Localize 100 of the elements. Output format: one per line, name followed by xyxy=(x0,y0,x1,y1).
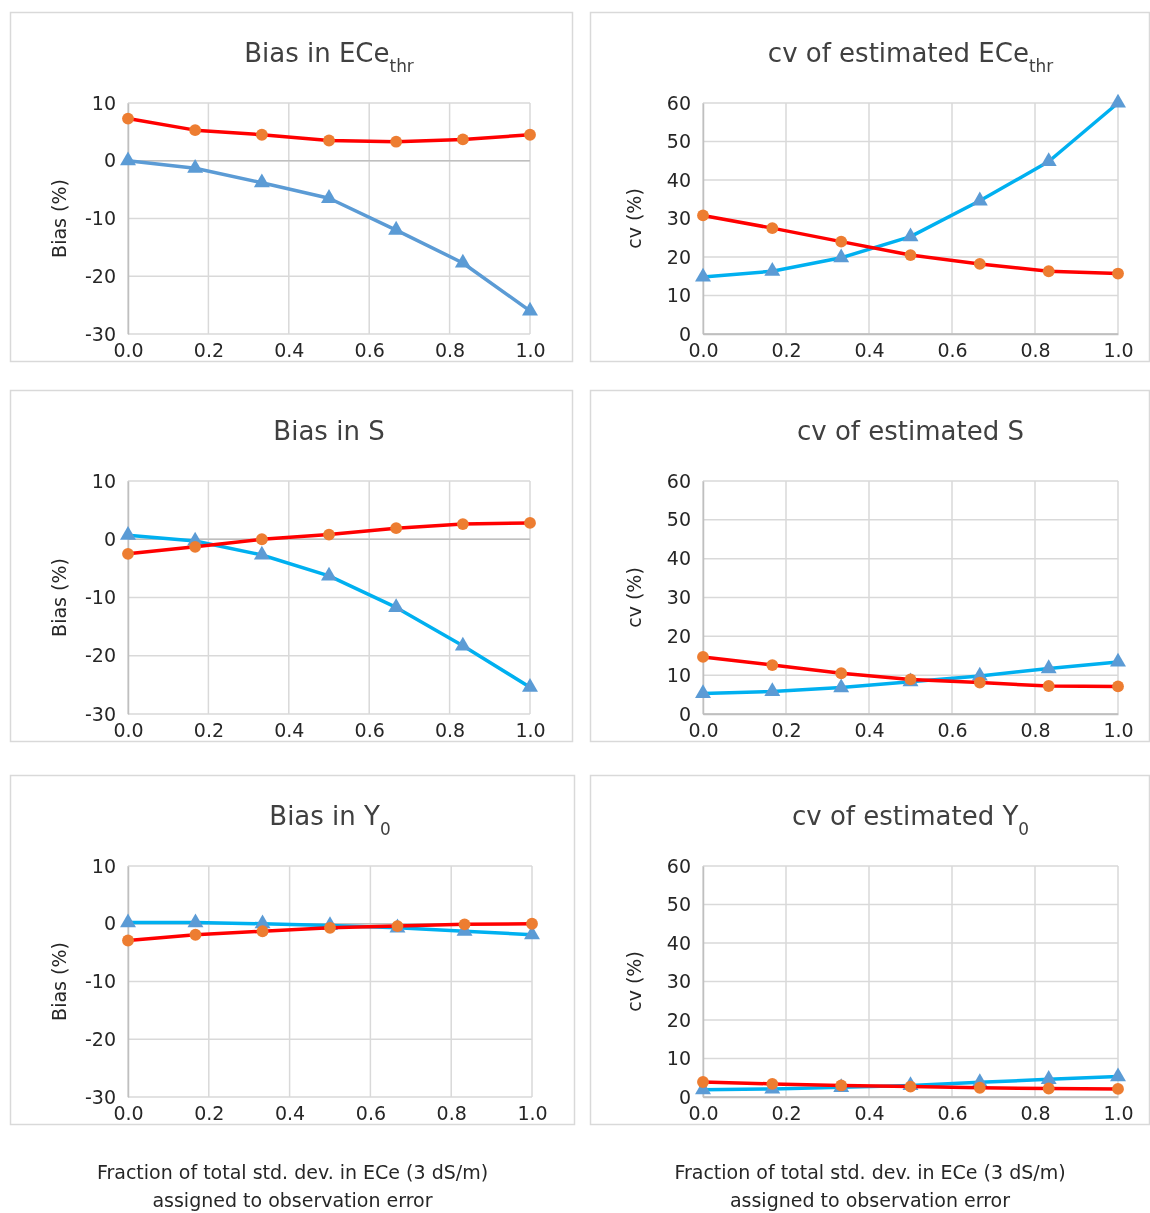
y-tick-label: 10 xyxy=(666,1047,691,1070)
y-axis-title: Bias (%) xyxy=(48,179,70,258)
point xyxy=(1042,265,1055,278)
y-tick-label: 10 xyxy=(91,91,116,114)
x-tick-label: 0.6 xyxy=(354,719,385,742)
point xyxy=(971,191,988,206)
point xyxy=(321,566,337,581)
y-tick-label: -10 xyxy=(84,586,116,609)
point xyxy=(388,220,405,235)
point xyxy=(904,249,917,261)
point xyxy=(1112,267,1124,280)
point xyxy=(902,227,919,242)
x-axis-title: Fraction of total std. dev. in ECe (3 dS/m) assigned to observation error xyxy=(674,1161,1066,1211)
point xyxy=(253,545,270,560)
point xyxy=(323,134,335,147)
y-tick-label: 0 xyxy=(103,149,116,172)
x-tick-label: 1.0 xyxy=(1103,339,1134,362)
point xyxy=(253,173,270,188)
y-tick-label: 20 xyxy=(666,1008,691,1031)
x-tick-label: 0.2 xyxy=(771,339,802,362)
y-tick-label: 0 xyxy=(678,702,691,725)
x-tick-label: 0.2 xyxy=(193,339,225,362)
point xyxy=(766,222,779,235)
point xyxy=(187,159,204,173)
x-tick-label: 0.2 xyxy=(193,719,225,742)
point xyxy=(189,124,202,137)
point xyxy=(255,533,268,546)
chart-title: Bias in ECe$_{thr}$ xyxy=(244,38,414,76)
y-tick-label: 60 xyxy=(666,854,691,877)
y-tick-label: 20 xyxy=(666,245,691,268)
x-tick-label: 0.4 xyxy=(274,719,305,742)
x-tick-label: 1.0 xyxy=(515,339,546,362)
x-tick-label: 0.2 xyxy=(194,1102,225,1125)
y-tick-label: 20 xyxy=(666,624,691,647)
y-tick-label: 50 xyxy=(666,508,691,531)
y-tick-label: 50 xyxy=(666,893,691,916)
y-tick-label: 40 xyxy=(666,547,691,570)
point xyxy=(390,522,403,535)
x-tick-label: 0.6 xyxy=(354,339,385,362)
point xyxy=(122,112,134,125)
x-tick-label: 0.0 xyxy=(688,719,719,742)
x-tick-label: 0.8 xyxy=(1020,1102,1051,1125)
y-tick-label: 10 xyxy=(666,663,691,686)
x-tick-label: 0.0 xyxy=(688,1102,719,1125)
y-tick-label: 10 xyxy=(91,854,116,877)
point xyxy=(120,151,136,166)
y-tick-label: 50 xyxy=(666,130,691,153)
y-tick-label: 10 xyxy=(91,469,116,492)
point xyxy=(456,518,469,531)
y-tick-label: -10 xyxy=(84,207,116,230)
point xyxy=(255,128,268,141)
point xyxy=(522,301,538,316)
point xyxy=(321,189,337,203)
x-tick-label: 1.0 xyxy=(517,1102,548,1125)
y-tick-label: 30 xyxy=(666,970,691,993)
point xyxy=(1040,152,1057,167)
chart-title: Bias in Y$_{0}$ xyxy=(269,801,391,839)
y-tick-label: 0 xyxy=(103,527,116,550)
x-tick-label: 0.0 xyxy=(113,719,144,742)
point xyxy=(388,598,405,612)
x-tick-label: 0.4 xyxy=(274,1102,306,1125)
point xyxy=(835,235,848,248)
point xyxy=(524,128,536,141)
point xyxy=(973,258,986,270)
x-tick-label: 0.6 xyxy=(937,339,968,362)
point xyxy=(454,253,471,268)
point xyxy=(522,678,538,692)
y-axis-title: cv (%) xyxy=(623,188,645,249)
chart-title: cv of estimated ECe$_{thr}$ xyxy=(767,38,1054,76)
y-tick-label: -30 xyxy=(84,322,116,345)
chart-title: cv of estimated Y$_{0}$ xyxy=(791,801,1030,839)
y-tick-label: 10 xyxy=(666,284,691,307)
point xyxy=(189,540,202,553)
x-tick-label: 0.4 xyxy=(854,339,885,362)
y-tick-label: 0 xyxy=(678,1085,691,1108)
x-tick-label: 0.0 xyxy=(688,339,719,362)
x-tick-label: 0.6 xyxy=(937,1102,968,1125)
x-tick-label: 1.0 xyxy=(1103,1102,1134,1125)
chart-title: cv of estimated S xyxy=(797,416,1024,446)
x-tick-label: 1.0 xyxy=(1103,719,1134,742)
x-tick-label: 1.0 xyxy=(515,719,546,742)
x-tick-label: 0.8 xyxy=(1020,719,1051,742)
x-tick-label: 0.4 xyxy=(274,339,305,362)
y-tick-label: 0 xyxy=(103,912,116,935)
y-tick-label: 40 xyxy=(666,931,691,954)
x-axis-title: Fraction of total std. dev. in ECe (3 dS/m) assigned to observation error xyxy=(96,1161,489,1211)
x-tick-label: 0.8 xyxy=(434,339,466,362)
x-tick-label: 0.4 xyxy=(854,719,885,742)
point xyxy=(456,133,469,146)
point xyxy=(323,528,335,541)
y-axis-title: cv (%) xyxy=(623,951,645,1012)
x-tick-label: 0.2 xyxy=(771,719,802,742)
x-tick-label: 0.0 xyxy=(113,1102,144,1125)
point xyxy=(524,517,536,529)
x-tick-label: 0.4 xyxy=(854,1102,885,1125)
y-tick-label: 60 xyxy=(666,91,691,114)
y-axis-title: Bias (%) xyxy=(48,942,70,1021)
y-tick-label: 40 xyxy=(666,168,691,191)
x-tick-label: 0.0 xyxy=(113,339,144,362)
point xyxy=(122,547,134,560)
